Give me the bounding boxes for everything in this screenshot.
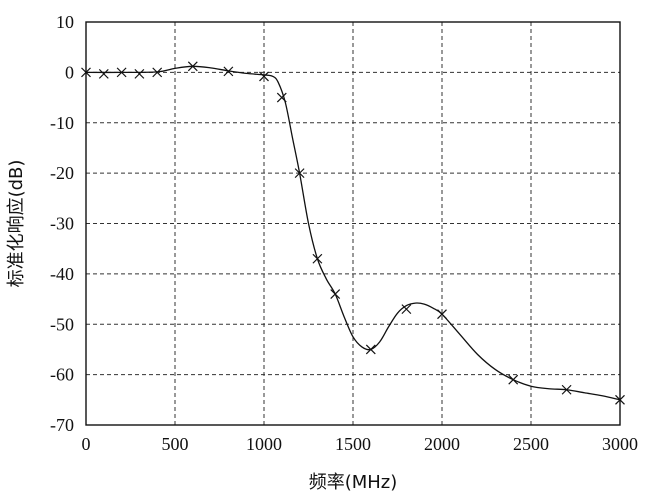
data-point-marker — [365, 344, 376, 355]
data-point-marker — [187, 61, 198, 72]
data-point-marker — [259, 71, 269, 82]
data-markers — [81, 61, 625, 405]
y-tick-label: 10 — [56, 12, 74, 32]
data-point-marker — [294, 168, 305, 179]
y-tick-label: -50 — [50, 314, 74, 334]
x-tick-label: 500 — [162, 434, 189, 454]
grid-lines — [86, 22, 620, 425]
y-axis-title: 标准化响应(dB) — [6, 160, 27, 288]
plot-frame — [85, 21, 621, 426]
x-tick-label: 2000 — [424, 434, 460, 454]
data-point-marker — [152, 67, 163, 78]
data-point-marker — [312, 253, 323, 264]
data-point-marker — [330, 289, 341, 299]
y-tick-label: 0 — [65, 62, 74, 82]
x-tick-label: 0 — [82, 434, 91, 454]
tick-labels: 0 500 1000 1500 2000 2500 3000 10 0 -10 -20 -30 -40 -… — [50, 12, 638, 454]
data-point-marker — [276, 92, 287, 103]
data-point-marker — [134, 68, 145, 79]
data-point-marker — [561, 384, 572, 395]
y-tick-label: -10 — [50, 113, 74, 133]
data-point-marker — [401, 304, 412, 315]
data-point-marker — [508, 374, 519, 385]
data-point-marker — [223, 66, 234, 77]
y-tick-label: -40 — [50, 264, 74, 284]
data-point-marker — [615, 394, 625, 405]
data-point-marker — [98, 68, 109, 79]
y-tick-label: -60 — [50, 365, 74, 385]
y-tick-label: -20 — [50, 163, 74, 183]
x-axis-title: 频率(MHz) — [309, 472, 398, 493]
response-curve — [85, 65, 621, 401]
x-tick-label: 1000 — [246, 434, 282, 454]
data-point-marker — [81, 67, 91, 78]
y-tick-label: -30 — [50, 214, 74, 234]
x-tick-label: 3000 — [602, 434, 638, 454]
y-tick-label: -70 — [50, 415, 74, 435]
x-tick-label: 2500 — [513, 434, 549, 454]
data-point-marker — [116, 67, 127, 78]
x-tick-label: 1500 — [335, 434, 371, 454]
data-point-marker — [437, 309, 447, 320]
